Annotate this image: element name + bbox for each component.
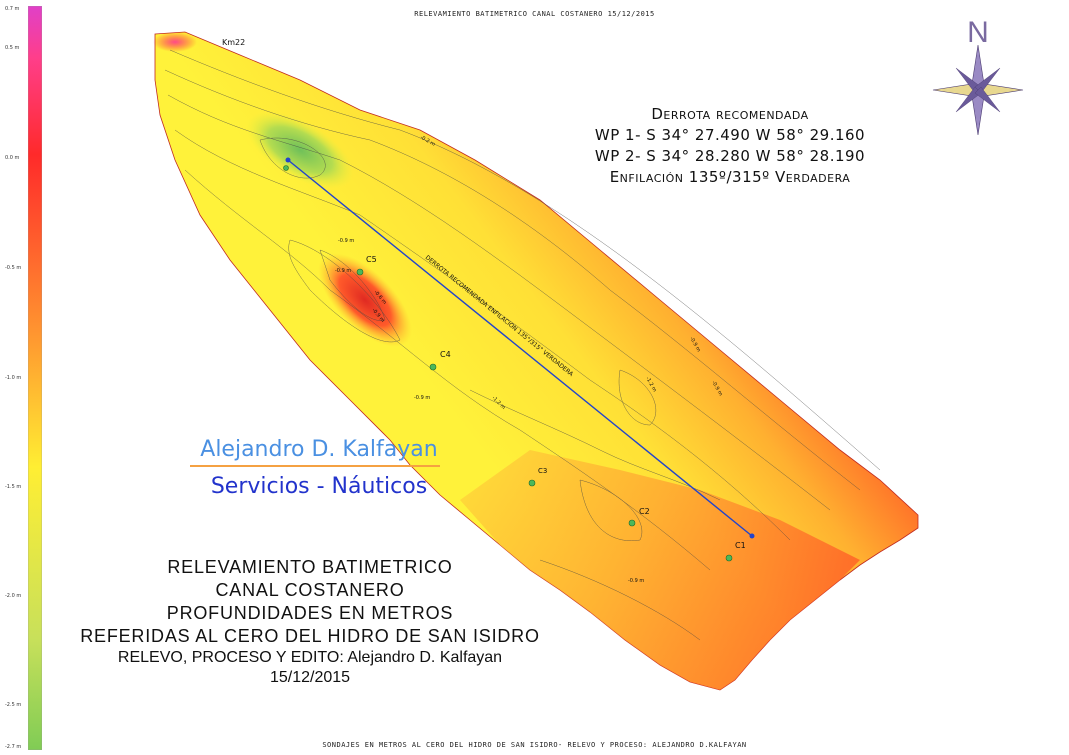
company-name: Alejandro D. Kalfayan: [200, 437, 438, 462]
station-c5-label: C5: [366, 255, 377, 264]
stations: [283, 165, 733, 562]
shoal-area: [318, 253, 412, 347]
waypoint-1-coords: WP 1- S 34° 27.490 W 58° 29.160: [594, 126, 866, 144]
station-c1-label: C1: [735, 541, 746, 550]
scale-label: -2.5 m: [5, 702, 22, 708]
route-bearing: Enfilación 135º/315º Verdadera: [609, 168, 851, 186]
survey-point: [283, 165, 289, 171]
survey-title-block: RELEVAMIENTO BATIMETRICO CANAL COSTANERO…: [60, 556, 560, 688]
shallow-tip: [153, 32, 197, 52]
station-c2-label: C2: [639, 507, 650, 516]
survey-line-3: PROFUNDIDADES EN METROS: [166, 603, 454, 623]
station-c2-marker: [628, 519, 636, 527]
southern-zone: [460, 450, 860, 690]
scale-label: -1.5 m: [5, 484, 22, 490]
waypoint-1: [285, 157, 291, 163]
company-subtitle: Servicios - Náuticos: [210, 474, 428, 499]
north-letter: N: [967, 16, 989, 49]
contour-label: -0.9 m: [628, 578, 644, 584]
route-title: Derrota recomendada: [651, 105, 809, 123]
depth-scale-bar: [28, 6, 42, 750]
survey-line-6: 15/12/2015: [269, 669, 351, 686]
compass-rose: N: [932, 16, 1024, 136]
station-c3-label: C3: [538, 467, 547, 475]
survey-line-1: RELEVAMIENTO BATIMETRICO: [167, 557, 453, 577]
scale-label: -2.7 m: [5, 744, 22, 750]
scale-label: -0.5 m: [5, 265, 22, 271]
scale-label: -1.0 m: [5, 375, 22, 381]
waypoint-2-coords: WP 2- S 34° 28.280 W 58° 28.190: [594, 147, 866, 165]
station-c3-marker: [528, 479, 536, 487]
scale-label: 0.0 m: [5, 155, 20, 161]
survey-line-5: RELEVO, PROCESO Y EDITO: Alejandro D. Ka…: [117, 649, 503, 666]
station-c4-label: C4: [440, 350, 451, 359]
survey-line-2: CANAL COSTANERO: [215, 580, 405, 600]
sheet-title: RELEVAMIENTO BATIMETRICO CANAL COSTANERO…: [414, 10, 655, 18]
contour-label: -0.9 m: [335, 268, 351, 274]
station-c5-marker: [356, 268, 364, 276]
sheet-caption: SONDAJES EN METROS AL CERO DEL HIDRO DE …: [322, 741, 747, 749]
contour-label: -0.9 m: [414, 395, 430, 401]
contour-lines: [164, 49, 881, 641]
waypoint-2: [749, 533, 755, 539]
station-c1-marker: [725, 554, 733, 562]
station-c4-marker: [429, 363, 437, 371]
route-info: Derrota recomendada WP 1- S 34° 27.490 W…: [560, 104, 900, 188]
shallow-patch: [246, 111, 354, 189]
scale-label: 0.5 m: [5, 45, 20, 51]
km-marker-label: Km22: [222, 38, 245, 47]
recommended-route: [287, 159, 753, 537]
survey-line-4: REFERIDAS AL CERO DEL HIDRO DE SAN ISIDR…: [80, 626, 540, 646]
compass-star-icon: [932, 44, 1024, 136]
contour-label: -0.9 m: [338, 238, 354, 244]
scale-label: 0.7 m: [5, 6, 20, 12]
scale-label: -2.0 m: [5, 593, 22, 599]
company-divider: [190, 465, 440, 467]
